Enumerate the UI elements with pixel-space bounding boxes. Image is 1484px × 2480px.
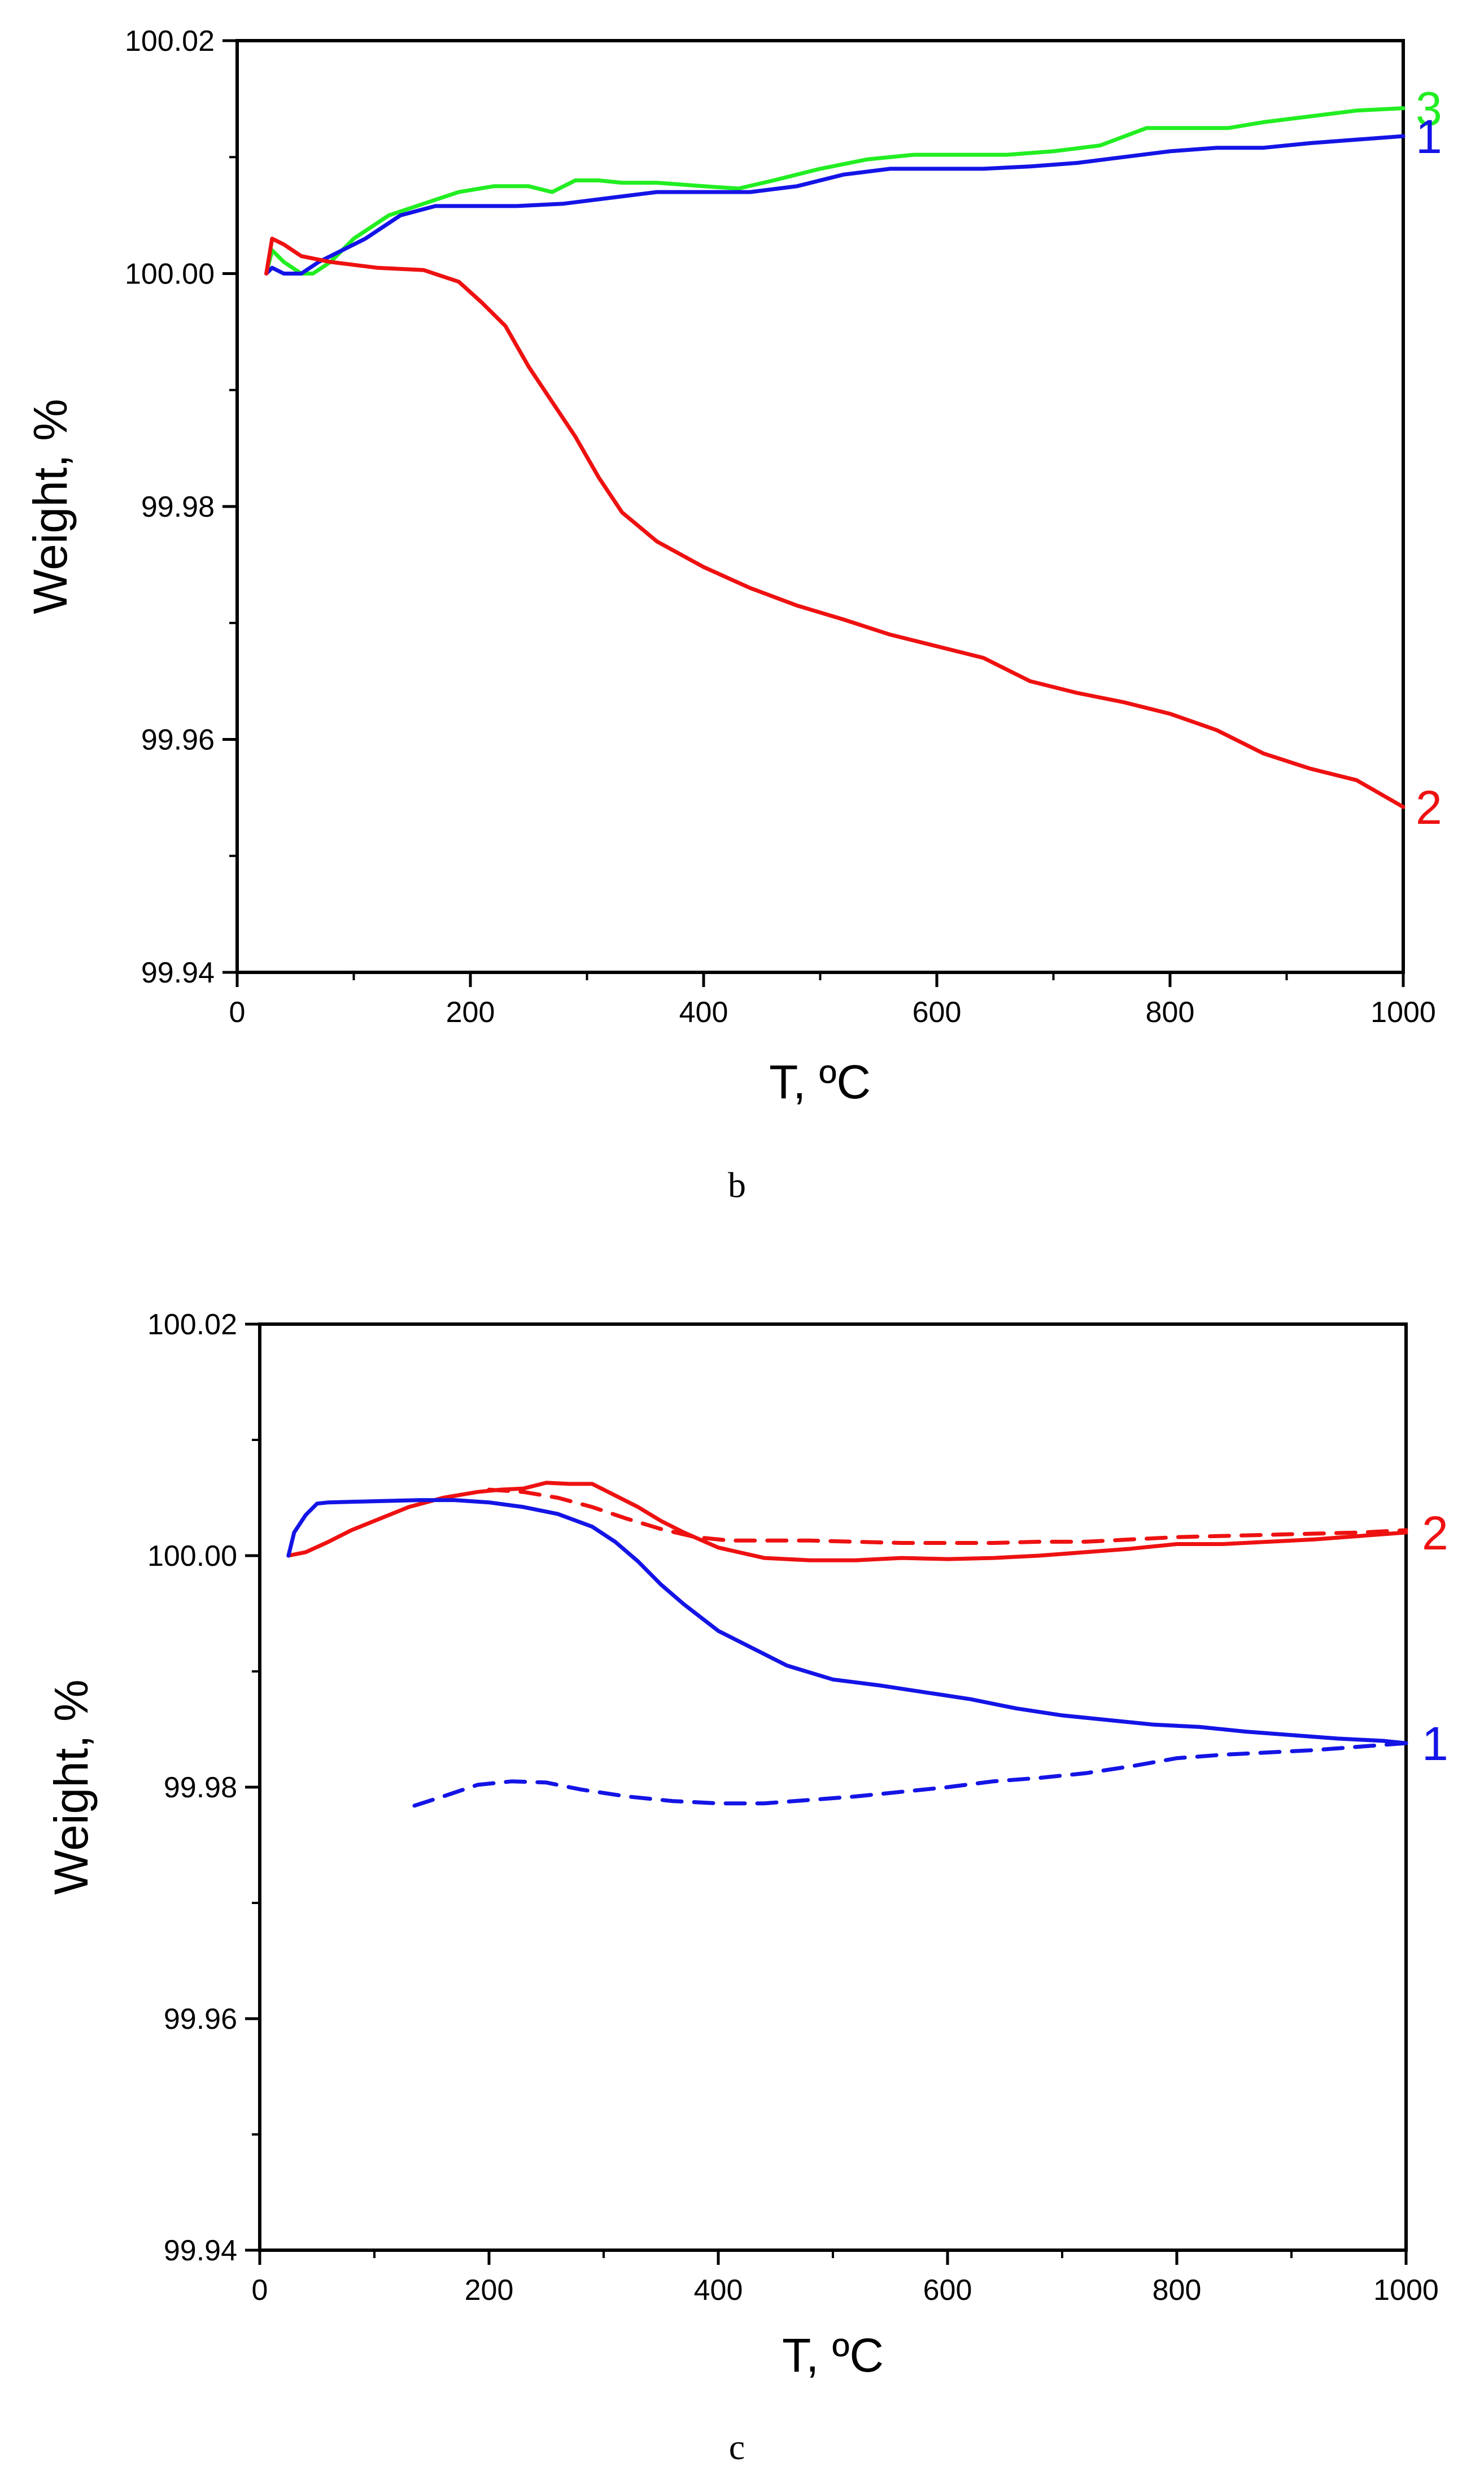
panel-b-x-tick-label: 400 [679, 996, 728, 1029]
panel-b-x-tick-label: 1000 [1370, 996, 1436, 1029]
panel-c-x-tick-label: 0 [252, 2274, 268, 2307]
panel-b-x-tick-label: 600 [913, 996, 962, 1029]
panel-c-series-line-2-dashed [487, 1487, 1408, 1545]
panel-c-y-tick-label: 99.94 [164, 2234, 237, 2267]
panel-c-series-label: 2 [1422, 1507, 1448, 1560]
panel-b-axis-ticks: 0 200 400 600 800 1000 99.94 99.96 99.98 100.00 10… [125, 25, 1436, 1029]
panel-c-series-line-1 [286, 1498, 1408, 1745]
panel-b-caption: b [728, 1165, 746, 1205]
panel-b-chart: 0 200 400 600 800 1000 99.94 99.96 99.98 100.00 10… [24, 25, 1442, 1205]
panel-c-y-tick-label: 99.98 [164, 1771, 237, 1804]
panel-b-y-tick-label: 99.96 [141, 724, 215, 757]
panel-b-series-line-1 [264, 134, 1406, 276]
panel-c-x-tick-label: 600 [923, 2274, 972, 2307]
panel-c-x-axis-title: T, ºC [782, 2329, 884, 2382]
panel-c-x-tick-label: 200 [465, 2274, 514, 2307]
panel-c-x-tick-label: 400 [694, 2274, 743, 2307]
panel-b-x-axis-title: T, ºC [769, 1055, 871, 1108]
panel-b-series-label: 3 [1416, 82, 1442, 136]
panel-c-x-tick-label: 800 [1153, 2274, 1202, 2307]
panel-c-y-tick-label: 99.96 [164, 2003, 237, 2036]
panel-b-series-group: 31 2 [264, 82, 1442, 834]
panel-b-x-tick-label: 200 [446, 996, 495, 1029]
panel-b-series-line-2 [264, 237, 1406, 809]
panel-b-x-tick-label: 0 [229, 996, 246, 1029]
panel-c-y-axis-title: Weight, % [45, 1679, 98, 1894]
panel-b-series-label: 2 [1416, 781, 1442, 834]
panel-c-axis-ticks: 0 200 400 600 800 1000 99.94 99.96 99.98 100.00 10… [147, 1308, 1439, 2307]
panel-b-y-tick-label: 100.02 [125, 25, 215, 58]
panel-b-y-tick-label: 99.94 [141, 957, 215, 989]
panel-c-y-tick-label: 100.00 [147, 1540, 237, 1573]
panel-b-y-axis-title: Weight, % [24, 399, 77, 614]
panel-b-y-tick-label: 99.98 [141, 491, 215, 523]
panel-c-series-label: 1 [1422, 1717, 1448, 1770]
panel-c-chart: 0 200 400 600 800 1000 99.94 99.96 99.98 100.00 10… [45, 1308, 1448, 2467]
panel-c-caption: c [729, 2427, 745, 2467]
panel-c-series-line-1-dashed [412, 1741, 1408, 1808]
panel-c-x-tick-label: 1000 [1373, 2274, 1439, 2307]
panel-b-y-tick-label: 100.00 [125, 258, 215, 291]
panel-b-x-tick-label: 800 [1146, 996, 1195, 1029]
panel-b-series-label: 1 [1416, 110, 1442, 163]
panel-c-y-tick-label: 100.02 [147, 1308, 237, 1341]
panel-c-series-group: 21 [286, 1481, 1448, 1808]
